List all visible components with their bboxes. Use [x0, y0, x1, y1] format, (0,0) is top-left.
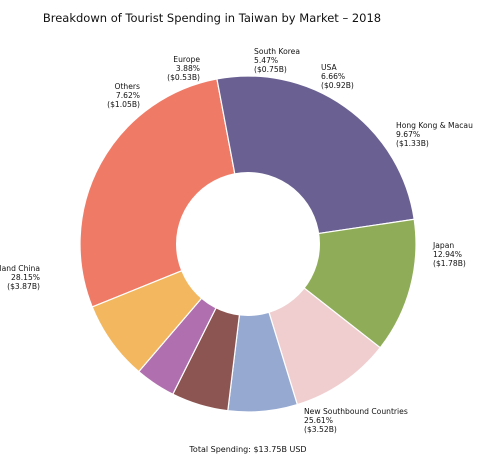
label-others: Others 7.62% ($1.05B)	[107, 82, 140, 109]
chart-title: Breakdown of Tourist Spending in Taiwan …	[43, 11, 381, 25]
total-spending-note: Total Spending: $13.75B USD	[188, 445, 306, 454]
label-europe: Europe 3.88% ($0.53B)	[167, 55, 200, 82]
label-japan: Japan 12.94% ($1.78B)	[432, 241, 466, 268]
donut-hole	[176, 172, 320, 316]
label-hong-kong-macau: Hong Kong & Macau 9.67% ($1.33B)	[396, 121, 473, 148]
label-new-southbound-countries: New Southbound Countries 25.61% ($3.52B)	[304, 407, 408, 434]
label-south-korea: South Korea 5.47% ($0.75B)	[254, 47, 300, 74]
label-usa: USA 6.66% ($0.92B)	[321, 63, 354, 90]
